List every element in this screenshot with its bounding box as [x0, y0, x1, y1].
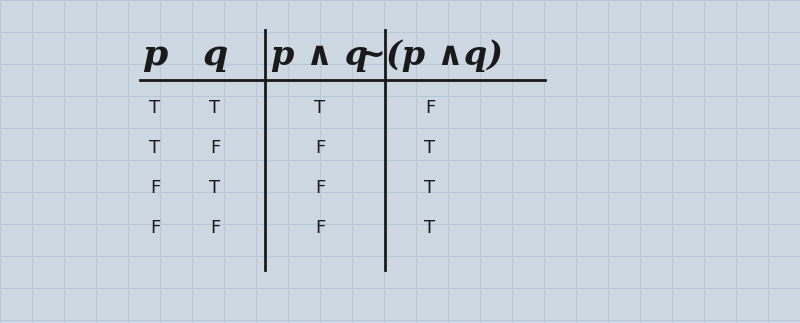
Text: F: F: [210, 139, 220, 157]
Text: q: q: [202, 38, 228, 72]
Text: F: F: [315, 179, 325, 197]
Text: F: F: [150, 219, 160, 237]
Text: ~(p ∧q): ~(p ∧q): [358, 38, 502, 71]
Text: T: T: [314, 99, 326, 117]
Text: T: T: [150, 99, 161, 117]
Text: p: p: [142, 38, 168, 72]
Text: T: T: [210, 179, 221, 197]
Text: F: F: [150, 179, 160, 197]
Text: F: F: [315, 219, 325, 237]
Text: F: F: [315, 139, 325, 157]
Text: T: T: [425, 219, 435, 237]
Text: T: T: [210, 99, 221, 117]
Text: F: F: [210, 219, 220, 237]
Text: T: T: [150, 139, 161, 157]
Text: T: T: [425, 139, 435, 157]
Text: p ∧ q: p ∧ q: [271, 38, 369, 71]
Text: T: T: [425, 179, 435, 197]
Text: F: F: [425, 99, 435, 117]
